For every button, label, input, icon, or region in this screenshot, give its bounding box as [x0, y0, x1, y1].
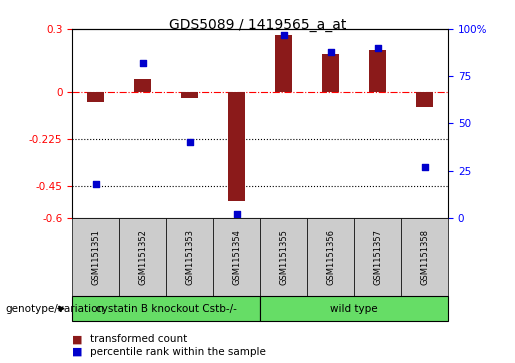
Text: transformed count: transformed count	[90, 334, 187, 344]
Point	[280, 32, 288, 38]
Bar	[416, 92, 433, 107]
Text: wild type: wild type	[330, 303, 378, 314]
Text: cystatin B knockout Cstb-/-: cystatin B knockout Cstb-/-	[96, 303, 236, 314]
Text: GSM1151352: GSM1151352	[138, 229, 147, 285]
Text: ■: ■	[72, 334, 82, 344]
Point	[373, 45, 382, 51]
Bar	[322, 54, 339, 92]
Text: GSM1151356: GSM1151356	[326, 229, 335, 285]
Text: GSM1151357: GSM1151357	[373, 229, 382, 285]
Text: ■: ■	[72, 347, 82, 357]
Point	[139, 60, 147, 66]
Point	[327, 49, 335, 54]
Text: GSM1151358: GSM1151358	[420, 229, 429, 285]
Text: GDS5089 / 1419565_a_at: GDS5089 / 1419565_a_at	[169, 18, 346, 32]
Text: GSM1151351: GSM1151351	[91, 229, 100, 285]
Text: genotype/variation: genotype/variation	[5, 303, 104, 314]
Text: GSM1151354: GSM1151354	[232, 229, 241, 285]
Bar	[228, 92, 245, 201]
Bar	[369, 50, 386, 92]
Point	[232, 211, 241, 217]
Bar	[181, 92, 198, 98]
Bar	[134, 79, 151, 92]
Point	[92, 181, 100, 187]
Text: percentile rank within the sample: percentile rank within the sample	[90, 347, 266, 357]
Bar	[88, 92, 104, 102]
Text: GSM1151355: GSM1151355	[279, 229, 288, 285]
Point	[185, 139, 194, 145]
Point	[420, 164, 428, 170]
Bar	[276, 35, 292, 92]
Text: GSM1151353: GSM1151353	[185, 229, 194, 285]
